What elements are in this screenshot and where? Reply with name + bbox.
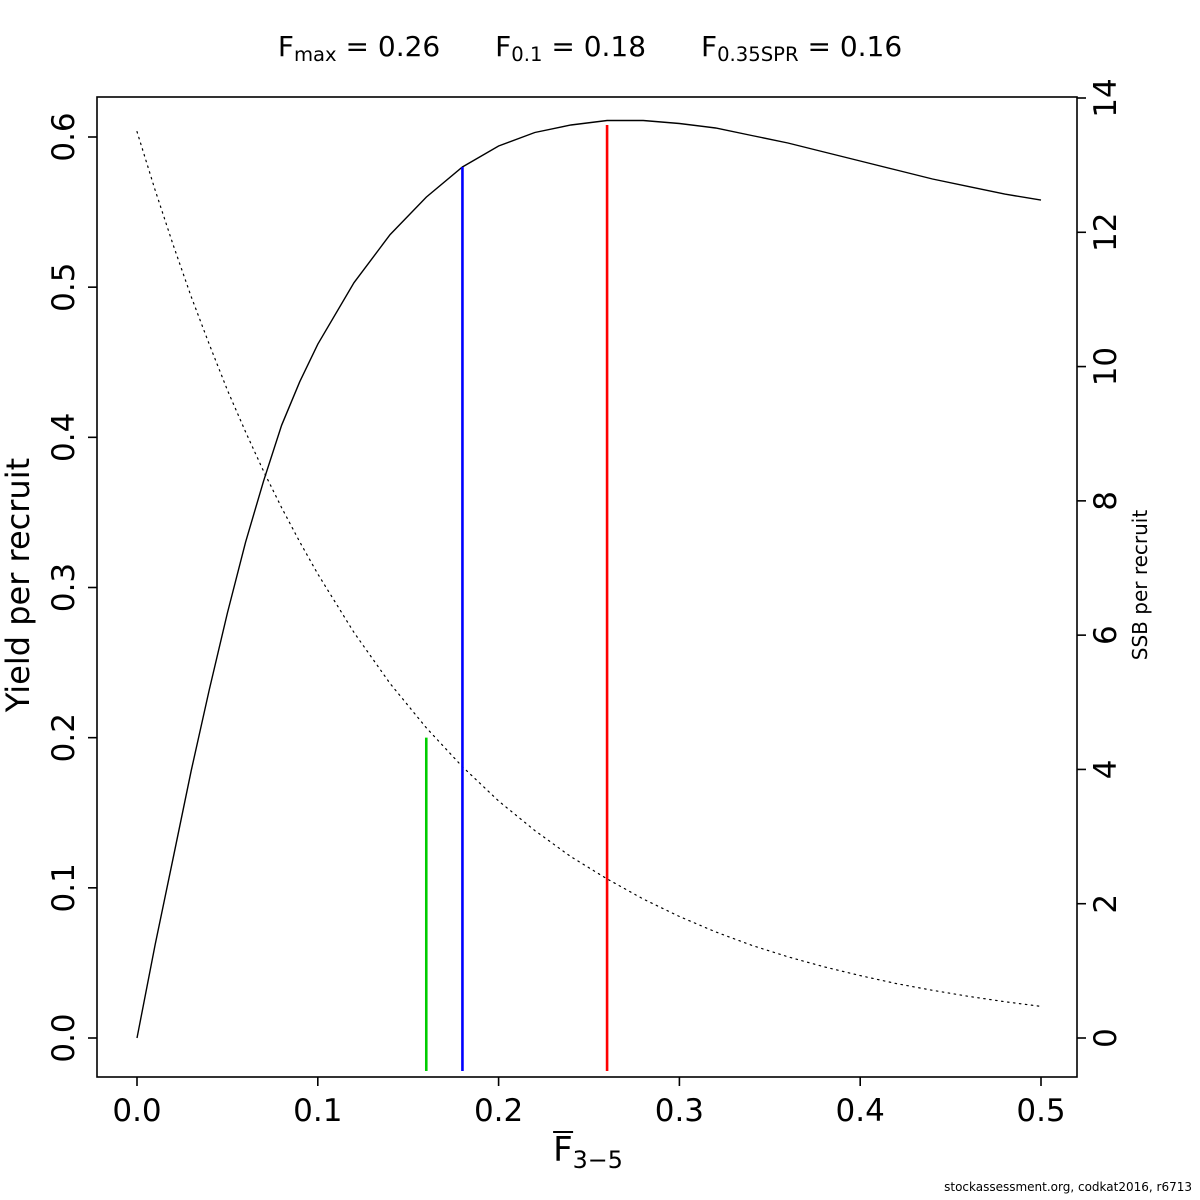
x-tick-label: 0.3	[655, 1093, 704, 1129]
y-right-tick-label: 6	[1088, 625, 1124, 645]
y-right-tick-label: 14	[1088, 78, 1124, 117]
y-left-tick-label: 0.0	[46, 1013, 82, 1062]
ssb-curve	[136, 131, 1042, 1008]
yield-curve	[136, 119, 1042, 1039]
fmax-base: F	[277, 30, 294, 63]
fmax-annotation: Fmax = 0.26	[277, 30, 441, 67]
x-tick-label: 0.1	[293, 1093, 342, 1129]
y-left-tick-label: 0.2	[46, 713, 82, 762]
y-right-tick-label: 2	[1088, 894, 1124, 914]
y-left-tick-label: 0.4	[46, 413, 82, 462]
y-left-tick-label: 0.3	[46, 563, 82, 612]
y-right-tick-label: 12	[1088, 213, 1124, 252]
right-axis-title: SSB per recruit	[1128, 509, 1152, 661]
f035spr-sub: 0.35SPR	[717, 43, 799, 67]
x-tick-label: 0.0	[112, 1093, 161, 1129]
f035spr-value: = 0.16	[798, 30, 903, 63]
f01-sub: 0.1	[511, 43, 543, 67]
x-tick-label: 0.4	[836, 1093, 885, 1129]
y-right-tick-label: 8	[1088, 491, 1124, 511]
x-axis-subscript: 3−5	[572, 1145, 623, 1174]
y-left-tick-label: 0.6	[46, 112, 82, 161]
y-left-tick-label: 0.1	[46, 863, 82, 912]
watermark: stockassessment.org, codkat2016, r6713	[944, 1180, 1192, 1194]
chart-title: Fmax = 0.26 F0.1 = 0.18 F0.35SPR = 0.16	[0, 30, 1180, 67]
x-axis-title: F3−5	[553, 1130, 623, 1174]
f01-annotation: F0.1 = 0.18	[495, 30, 647, 67]
y-right-tick-label: 4	[1088, 760, 1124, 780]
f035spr-base: F	[700, 30, 718, 63]
y-right-tick-label: 0	[1088, 1028, 1124, 1048]
f035spr-annotation: F0.35SPR = 0.16	[700, 30, 903, 67]
fmax-value: = 0.26	[336, 30, 441, 63]
y-right-tick-label: 10	[1088, 347, 1124, 386]
y-left-tick-label: 0.5	[46, 263, 82, 312]
x-axis-symbol: F	[553, 1130, 573, 1170]
plot-box	[96, 96, 1078, 1078]
fmax-sub: max	[293, 43, 337, 67]
x-tick-label: 0.5	[1016, 1093, 1065, 1129]
f01-value: = 0.18	[542, 30, 647, 63]
x-tick-label: 0.2	[474, 1093, 523, 1129]
f01-base: F	[495, 30, 512, 63]
left-axis-title: Yield per recruit	[0, 457, 37, 713]
